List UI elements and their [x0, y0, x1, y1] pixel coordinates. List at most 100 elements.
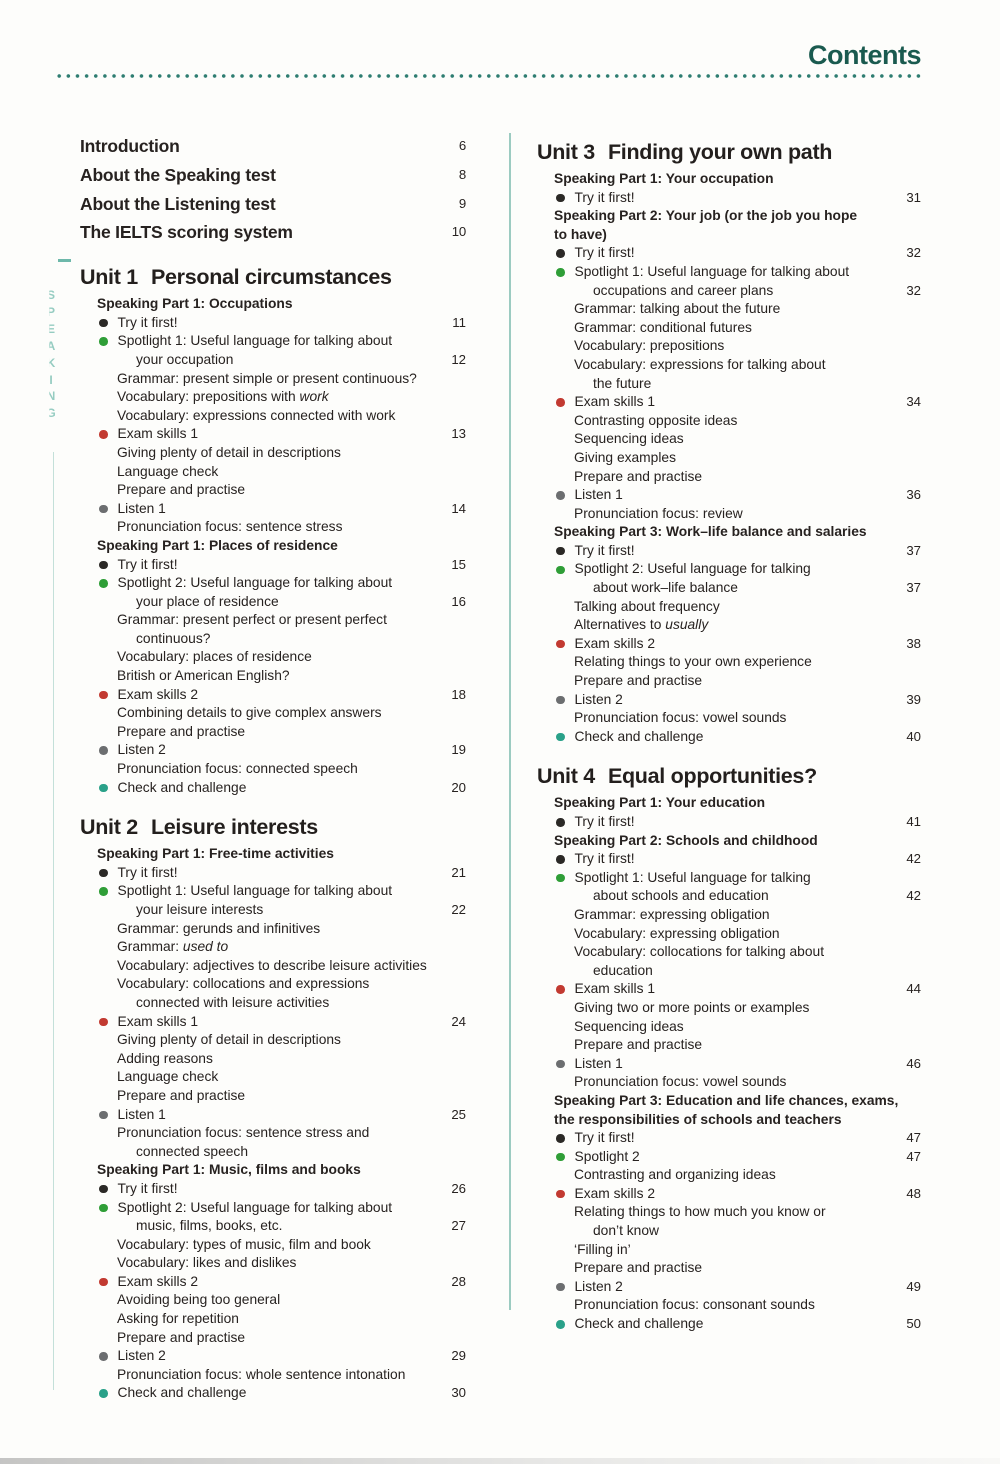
entry-text: Listen 2: [574, 1278, 623, 1294]
page-number: 18: [451, 686, 466, 702]
entry-text: Exam skills 2: [574, 1185, 656, 1201]
toc-entry-line: Vocabulary: places of residence: [80, 648, 466, 667]
page-number: 19: [451, 742, 466, 758]
page-number: 10: [451, 224, 466, 240]
try-bullet-icon: [99, 560, 108, 570]
section-heading: Speaking Part 1: Occupations: [80, 295, 466, 314]
entry-text: Sequencing ideas: [574, 431, 684, 447]
entry-text: Exam skills 1: [574, 394, 656, 410]
entry-text: ‘Filling in’: [574, 1241, 631, 1257]
entry-text: Exam skills 2: [117, 686, 199, 702]
entry-text: connected speech: [136, 1143, 248, 1159]
page-number: 29: [451, 1348, 466, 1364]
toc-entry-line: Try it first! 32: [537, 244, 921, 263]
toc-entry-line: Prepare and practise: [537, 1036, 921, 1055]
page-number: 36: [906, 487, 921, 503]
toc-entry-line: Giving plenty of detail in descriptions: [80, 1031, 466, 1050]
toc-entry-line: Listen 2 19: [80, 741, 466, 760]
front-matter-entry: About the Listening test 9: [80, 190, 466, 219]
entry-text: your place of residence: [136, 593, 279, 609]
entry-text: Check and challenge: [574, 1316, 704, 1332]
listen-bullet-icon: [556, 491, 565, 500]
spotlight-bullet-icon: [556, 873, 565, 883]
entry-text: Try it first!: [117, 314, 178, 330]
entry-text: Vocabulary: types of music, film and boo…: [117, 1236, 371, 1252]
toc-entry-line: Giving plenty of detail in descriptions: [80, 444, 466, 463]
entry-text: Try it first!: [574, 542, 635, 558]
section-heading: Speaking Part 1: Music, films and books: [80, 1161, 466, 1180]
page-number: 39: [906, 691, 921, 707]
unit-block: Unit 1 Personal circumstances Speaking Par…: [80, 262, 466, 797]
unit-title: Unit 4 Equal opportunities?: [537, 761, 921, 791]
entry-text: Spotlight 2: Useful language for talking…: [117, 575, 393, 591]
toc-entry-line: Prepare and practise: [537, 468, 921, 487]
try-bullet-icon: [556, 818, 565, 827]
toc-entry-line: about work–life balance 37: [537, 579, 921, 598]
exam-bullet-icon: [99, 1017, 108, 1027]
margin-faint-line: [53, 452, 54, 1390]
toc-entry-line: Vocabulary: prepositions with work: [80, 388, 466, 407]
entry-text: Exam skills 1: [117, 426, 199, 442]
toc-entry-line: Listen 2 29: [80, 1347, 466, 1366]
check-bullet-icon: [99, 1389, 108, 1398]
entry-text: Avoiding being too general: [117, 1292, 281, 1308]
section-heading: to have): [537, 226, 921, 245]
entry-text: Prepare and practise: [574, 1037, 703, 1053]
toc-entry-line: occupations and career plans 32: [537, 282, 921, 301]
page-number: 9: [458, 195, 466, 211]
page-number: 41: [906, 814, 921, 829]
entry-text: Giving examples: [574, 449, 676, 465]
entry-text: Check and challenge: [117, 779, 247, 795]
listen-bullet-icon: [556, 1059, 565, 1069]
unit-title: Unit 1 Personal circumstances: [80, 262, 466, 292]
spotlight-bullet-icon: [99, 337, 108, 346]
entry-text: Language check: [117, 1069, 219, 1085]
page-number: 42: [906, 851, 921, 867]
dotted-rule: [57, 73, 921, 79]
front-matter-entry: Introduction 6: [80, 132, 466, 161]
entry-text: Vocabulary: likes and dislikes: [117, 1255, 297, 1271]
toc-entry-line: Try it first! 31: [537, 189, 921, 208]
page-number: 22: [451, 902, 466, 917]
entry-text: Prepare and practise: [574, 1260, 703, 1276]
toc-entry-line: Avoiding being too general: [80, 1291, 466, 1310]
toc-entry-line: Exam skills 1 13: [80, 425, 466, 444]
entry-text: about schools and education: [593, 888, 769, 904]
section-heading: Speaking Part 3: Education and life chan…: [537, 1092, 921, 1111]
entry-text: Check and challenge: [117, 1385, 247, 1401]
spotlight-bullet-icon: [556, 1152, 565, 1162]
entry-text: Prepare and practise: [574, 673, 703, 689]
spotlight-bullet-icon: [99, 1203, 108, 1213]
entry-text: Pronunciation focus: sentence stress: [117, 519, 343, 535]
toc-entry-line: the future: [537, 375, 921, 394]
page-number: 46: [906, 1055, 921, 1071]
entry-text: Contrasting opposite ideas: [574, 412, 738, 428]
exam-bullet-icon: [556, 985, 565, 994]
entry-text: the responsibilities of schools and teac…: [554, 1111, 842, 1127]
toc-entry-line: Prepare and practise: [80, 481, 466, 500]
page-number: 13: [451, 426, 466, 442]
toc-entry-line: Prepare and practise: [80, 1087, 466, 1106]
entry-text: Vocabulary: expressions connected with w…: [117, 407, 396, 423]
toc-entry-line: Vocabulary: expressing obligation: [537, 925, 921, 944]
toc-entry-line: Pronunciation focus: consonant sounds: [537, 1296, 921, 1315]
toc-entry-line: Relating things to how much you know or: [537, 1203, 921, 1222]
toc-entry-line: Pronunciation focus: vowel sounds: [537, 709, 921, 728]
unit-title: Unit 2 Leisure interests: [80, 812, 466, 842]
italic-term: usually: [665, 617, 709, 633]
page-number: 30: [451, 1385, 466, 1401]
toc-entry-line: Spotlight 1: Useful language for talking…: [80, 332, 466, 351]
entry-text: Prepare and practise: [574, 468, 703, 484]
entry-text: Pronunciation focus: consonant sounds: [574, 1297, 815, 1313]
toc-entry-line: Check and challenge 40: [537, 728, 921, 747]
toc-entry-line: Pronunciation focus: sentence stress: [80, 518, 466, 537]
entry-text: Speaking Part 1: Your occupation: [554, 171, 774, 186]
toc-entry-line: Spotlight 1: Useful language for talking: [537, 869, 921, 888]
italic-term: work: [299, 389, 329, 405]
toc-entry-line: Spotlight 2 47: [537, 1148, 921, 1167]
exam-bullet-icon: [99, 1277, 108, 1287]
toc-entry-line: Adding reasons: [80, 1050, 466, 1069]
entry-text: Listen 2: [117, 742, 166, 758]
toc-entry-line: Pronunciation focus: whole sentence into…: [80, 1366, 466, 1385]
toc-entry-line: Alternatives to usually: [537, 616, 921, 635]
